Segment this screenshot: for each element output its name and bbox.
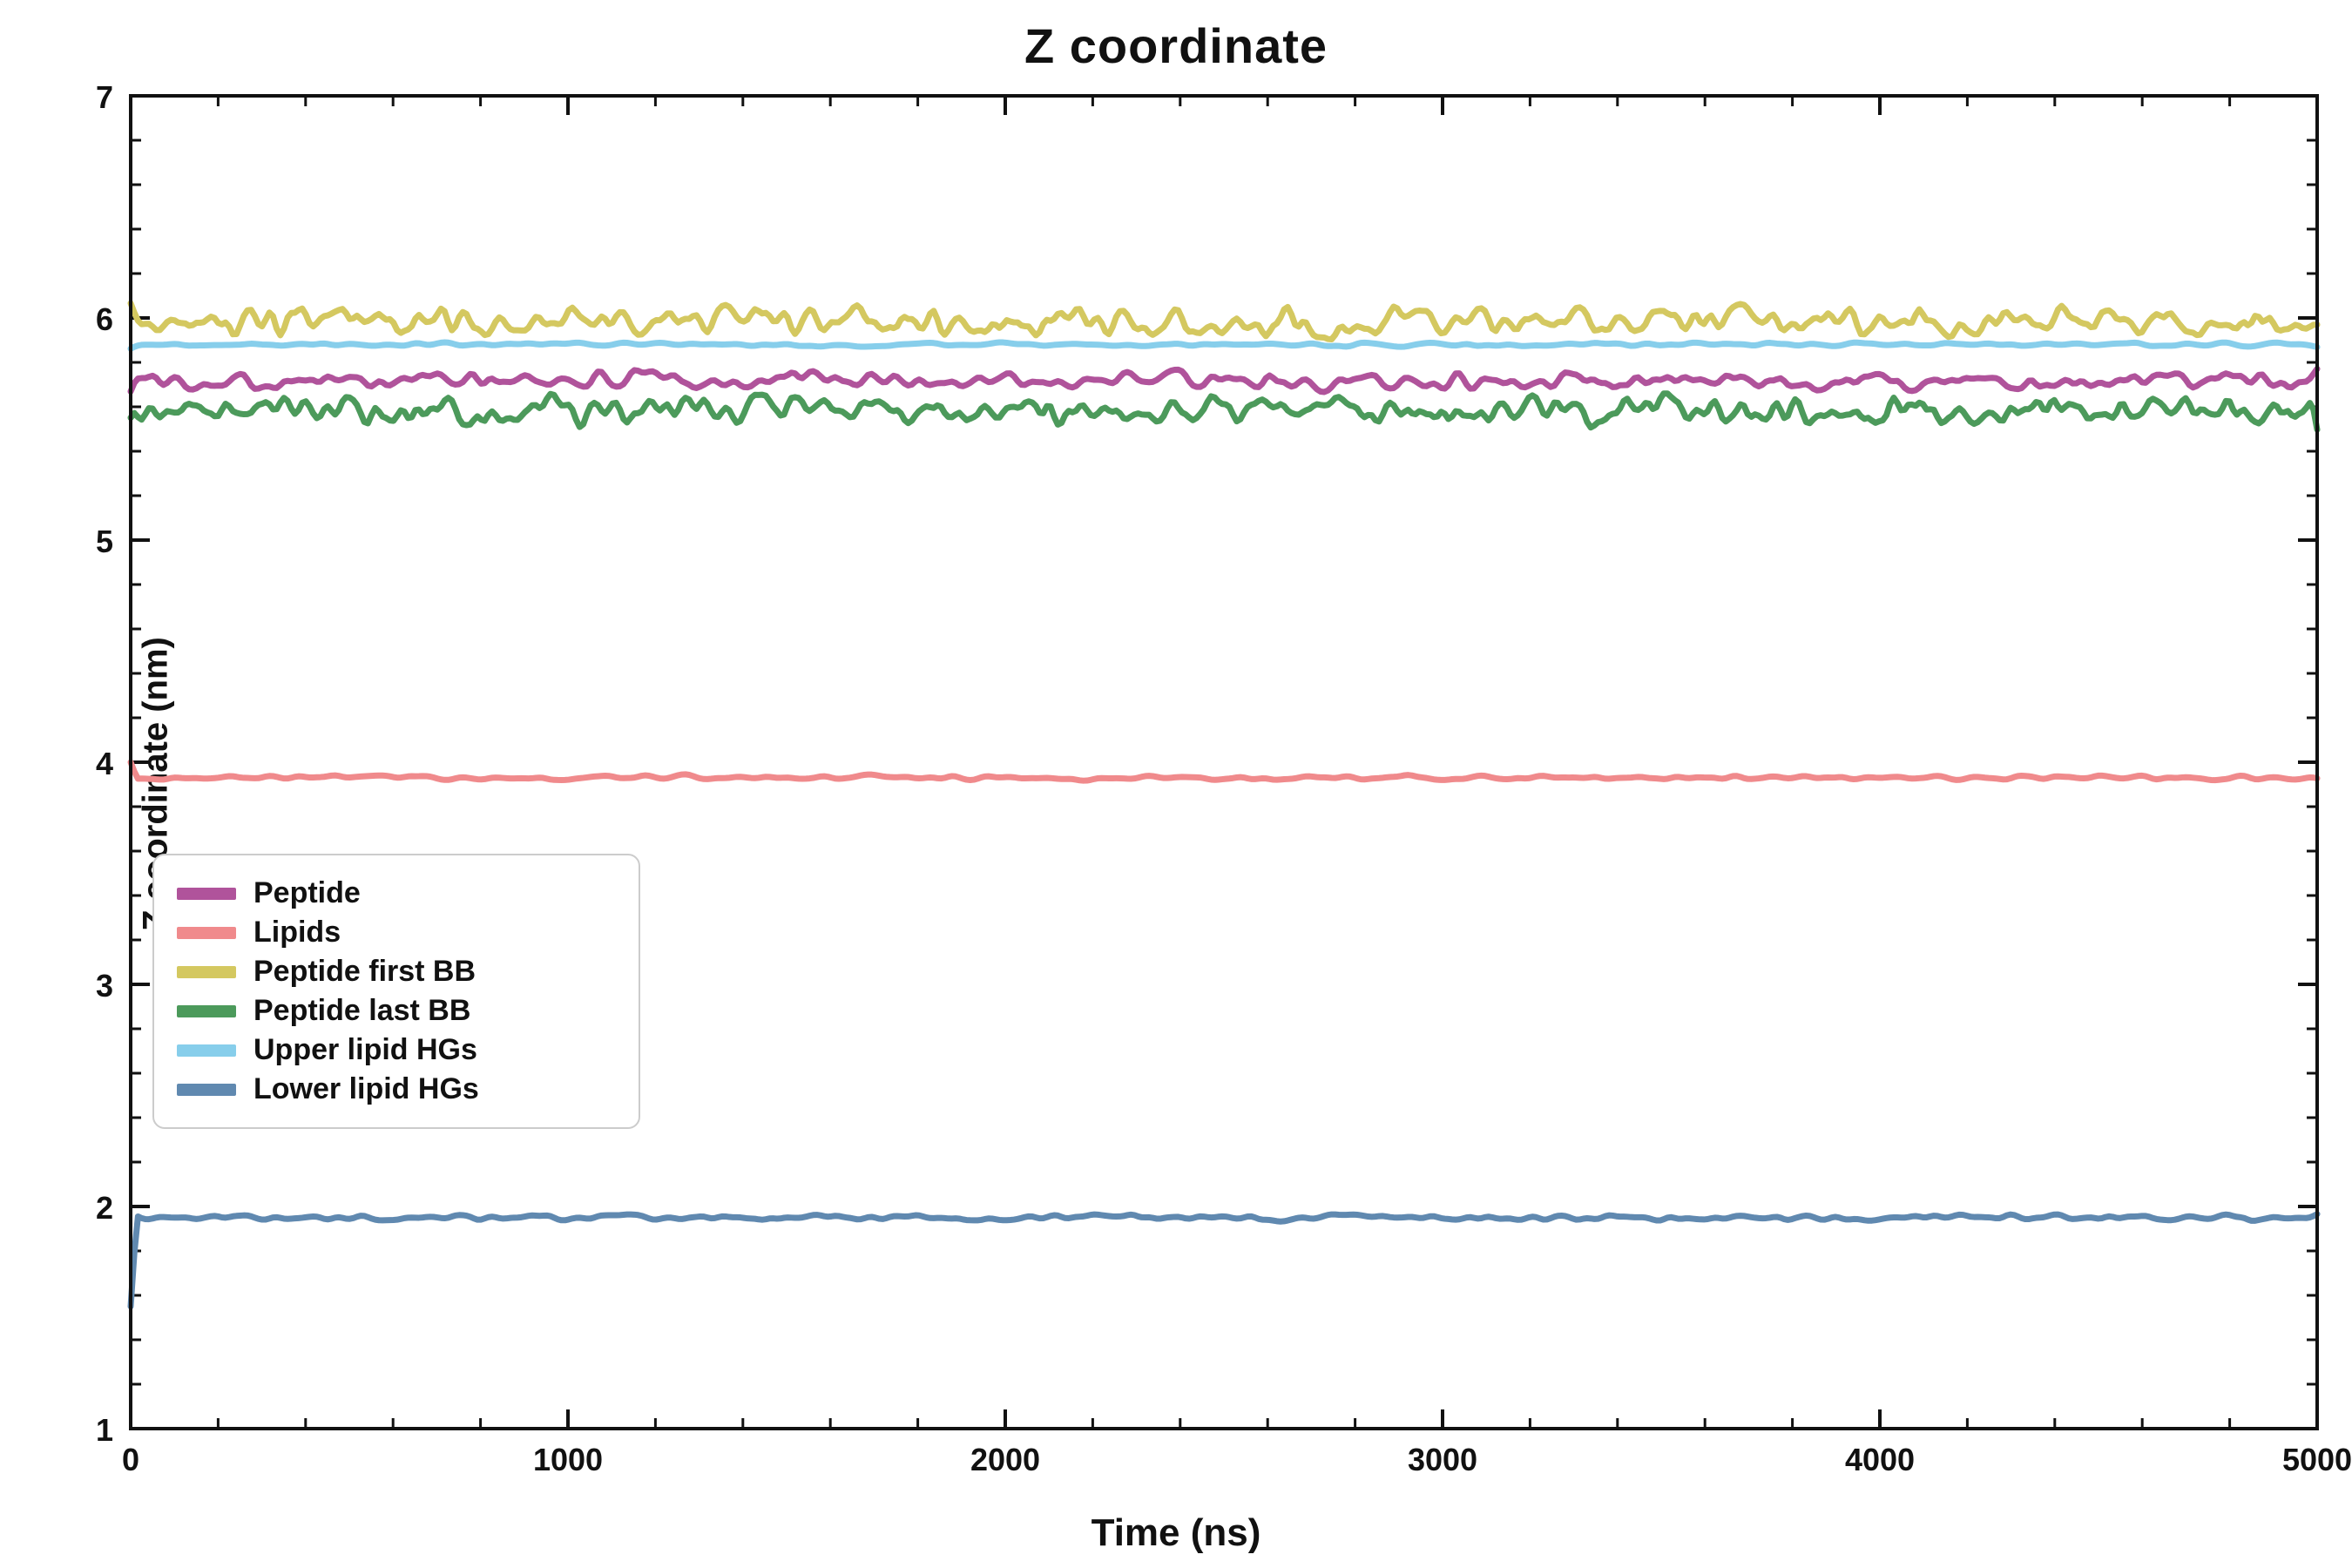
- line-series-lipids: [131, 762, 2317, 781]
- legend-label-peptide_last_bb: Peptide last BB: [253, 994, 470, 1028]
- legend-label-lipids: Lipids: [253, 916, 341, 950]
- svg-text:4: 4: [96, 746, 113, 781]
- legend-item-lower_lipid_hgs: Lower lipid HGs: [177, 1072, 612, 1106]
- svg-text:4000: 4000: [1845, 1442, 1915, 1477]
- legend-item-lipids: Lipids: [177, 916, 612, 950]
- svg-text:0: 0: [122, 1442, 139, 1477]
- line-series-peptide_first_bb: [131, 303, 2317, 339]
- line-series-lower_lipid_hgs: [131, 1214, 2317, 1307]
- chart-root: Z coordinate Z coordinate (nm) Time (ns)…: [0, 0, 2352, 1568]
- legend-item-upper_lipid_hgs: Upper lipid HGs: [177, 1033, 612, 1067]
- legend-swatch-upper_lipid_hgs: [177, 1044, 236, 1057]
- line-series-peptide_last_bb: [131, 394, 2317, 429]
- svg-text:7: 7: [96, 79, 113, 115]
- legend-box: Peptide Lipids Peptide first BB Peptide las…: [152, 854, 640, 1129]
- svg-text:2: 2: [96, 1190, 113, 1226]
- svg-text:5: 5: [96, 524, 113, 559]
- svg-text:5000: 5000: [2282, 1442, 2352, 1477]
- plot-area: 1 2 3 4 5 6 7 0 1000 2000 3000 4000 5000: [0, 0, 2352, 1568]
- svg-text:3000: 3000: [1408, 1442, 1477, 1477]
- legend-swatch-peptide_first_bb: [177, 966, 236, 978]
- legend-label-peptide_first_bb: Peptide first BB: [253, 955, 476, 989]
- legend-swatch-lower_lipid_hgs: [177, 1084, 236, 1096]
- legend-item-peptide: Peptide: [177, 876, 612, 910]
- line-series-peptide: [131, 368, 2317, 392]
- legend-swatch-peptide_last_bb: [177, 1005, 236, 1017]
- legend-label-upper_lipid_hgs: Upper lipid HGs: [253, 1033, 477, 1067]
- legend-item-peptide_last_bb: Peptide last BB: [177, 994, 612, 1028]
- legend-swatch-lipids: [177, 927, 236, 939]
- svg-text:1: 1: [96, 1412, 113, 1448]
- legend-label-peptide: Peptide: [253, 876, 361, 910]
- legend-swatch-peptide: [177, 888, 236, 900]
- legend-label-lower_lipid_hgs: Lower lipid HGs: [253, 1072, 479, 1106]
- svg-text:2000: 2000: [970, 1442, 1040, 1477]
- legend-item-peptide_first_bb: Peptide first BB: [177, 955, 612, 989]
- svg-text:6: 6: [96, 301, 113, 337]
- svg-text:1000: 1000: [533, 1442, 603, 1477]
- svg-text:3: 3: [96, 968, 113, 1004]
- line-series-upper_lipid_hgs: [131, 342, 2317, 348]
